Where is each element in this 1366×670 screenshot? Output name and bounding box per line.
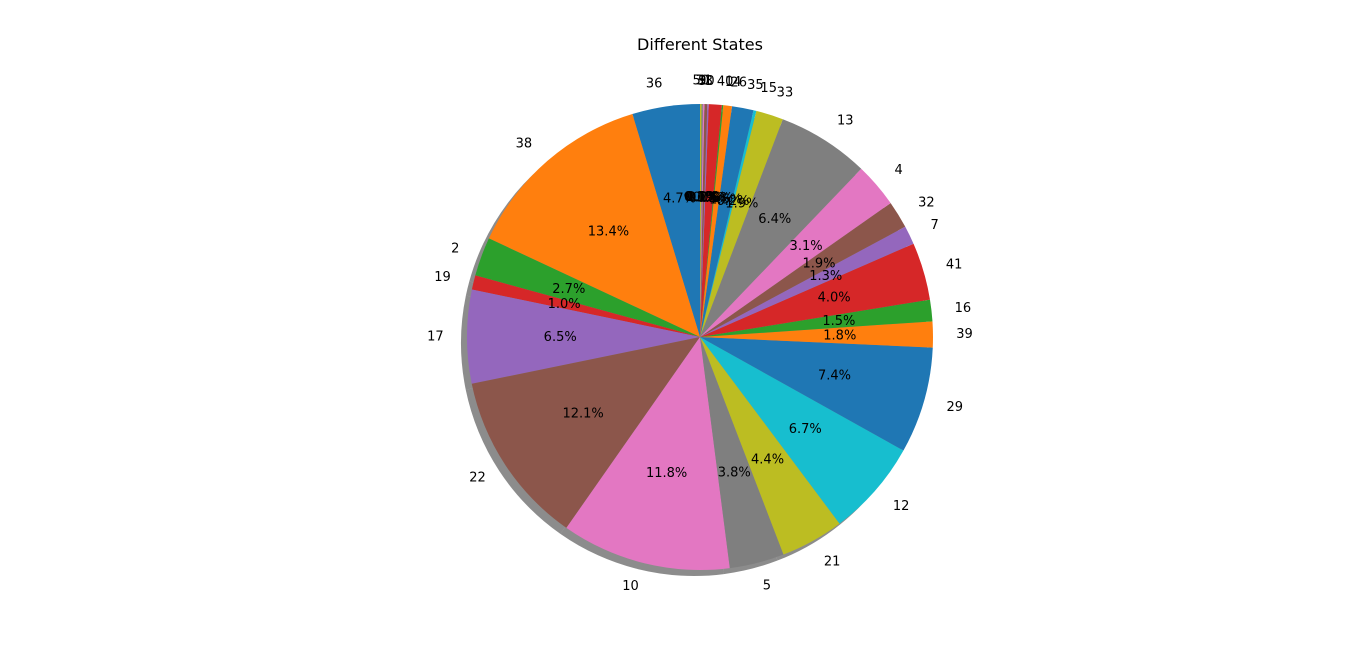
slice-label-4: 4 <box>894 163 902 178</box>
slice-percent-30: 0.2% <box>687 190 720 205</box>
pie-slice-30 <box>700 104 708 338</box>
slice-label-39: 39 <box>956 327 973 342</box>
slice-label-32: 32 <box>918 195 935 210</box>
pie-slice-2 <box>475 238 700 337</box>
pie-slice-35 <box>700 106 754 338</box>
pie-slice-40 <box>700 104 722 337</box>
slice-percent-17: 6.5% <box>544 330 577 345</box>
percent-labels: 4.7% 13.4% 2.7%1.0% 6.5% 12.1% 11.8% 3.8%4.4% 6… <box>544 190 857 481</box>
slice-percent-3: 0.1% <box>688 190 721 205</box>
pie-slice-41 <box>700 243 930 337</box>
pie-slice-38 <box>488 114 700 338</box>
pie-slice-9 <box>700 104 703 337</box>
slice-label-40: 40 <box>717 74 734 89</box>
slice-label-29: 29 <box>947 400 964 415</box>
slice-percent-50: 0.1% <box>684 190 717 205</box>
slice-label-21: 21 <box>824 554 841 569</box>
pie-slice-29 <box>700 337 933 451</box>
pie-slice-14 <box>700 105 724 337</box>
slice-percent-41: 4.0% <box>818 290 851 305</box>
slice-label-26: 26 <box>730 76 747 91</box>
slice-label-14: 14 <box>725 75 742 90</box>
slice-label-5: 5 <box>763 578 771 593</box>
pie-slice-31 <box>700 104 705 338</box>
pie-slice-3 <box>700 104 709 337</box>
pie-slice-50 <box>700 104 702 337</box>
slice-percent-7: 1.3% <box>809 269 842 284</box>
slice-label-50: 50 <box>693 74 710 89</box>
slice-percent-13: 6.4% <box>758 212 791 227</box>
pie-slice-33 <box>700 110 783 338</box>
slice-percent-38: 13.4% <box>588 224 629 239</box>
slice-percent-29: 7.4% <box>818 368 851 383</box>
slice-percent-16: 1.5% <box>822 314 855 329</box>
slice-percent-33: 1.9% <box>725 197 758 212</box>
slice-percent-4: 3.1% <box>790 239 823 254</box>
pie-slice-26 <box>700 105 733 337</box>
slice-percent-31: 0.1% <box>686 190 719 205</box>
slice-percent-32: 1.9% <box>802 257 835 272</box>
slice-percent-2: 2.7% <box>552 282 585 297</box>
slice-label-36: 36 <box>646 76 663 91</box>
slice-percent-40: 0.9% <box>693 191 726 206</box>
slice-label-19: 19 <box>434 270 451 285</box>
slice-percent-22: 12.1% <box>562 407 603 422</box>
pie-slice-16 <box>700 299 933 337</box>
pie-slices <box>466 104 934 570</box>
slice-label-15: 15 <box>760 81 777 96</box>
slice-percent-14: 0.1% <box>697 191 730 206</box>
pie-slice-32 <box>700 203 906 337</box>
slice-label-31: 31 <box>696 74 713 89</box>
slice-percent-19: 1.0% <box>548 297 581 312</box>
slice-label-17: 17 <box>427 330 444 345</box>
pie-slice-10 <box>566 337 730 570</box>
pie-slice-19 <box>471 275 700 337</box>
slice-label-33: 33 <box>777 85 794 100</box>
pie-slice-17 <box>466 289 700 384</box>
slice-percent-39: 1.8% <box>823 328 856 343</box>
slice-label-2: 2 <box>451 242 459 257</box>
pie-slice-21 <box>700 337 840 555</box>
pie-slice-12 <box>700 337 904 524</box>
pie-slice-39 <box>700 321 934 348</box>
slice-label-3: 3 <box>705 74 713 89</box>
slice-label-7: 7 <box>930 218 938 233</box>
slice-label-38: 38 <box>516 136 533 151</box>
slice-label-16: 16 <box>955 301 972 316</box>
slice-percent-36: 4.7% <box>663 192 696 207</box>
pie-slice-4 <box>700 168 891 337</box>
slice-percent-21: 4.4% <box>751 452 784 467</box>
slice-label-30: 30 <box>698 74 715 89</box>
slice-labels: 36 38 219 17 22 10 5 21 12 29 39 16 41 7 32 4 13 33153526… <box>427 74 973 594</box>
slice-label-22: 22 <box>469 471 486 486</box>
slice-percent-12: 6.7% <box>789 422 822 437</box>
pie-slice-7 <box>700 226 914 337</box>
slice-label-41: 41 <box>946 258 963 273</box>
pie-slice-15 <box>700 110 757 337</box>
pie-slice-13 <box>700 119 862 337</box>
slice-label-9: 9 <box>698 74 706 89</box>
pie-slice-36 <box>632 104 700 337</box>
slice-label-12: 12 <box>893 499 910 514</box>
slice-label-10: 10 <box>622 579 639 594</box>
slice-label-13: 13 <box>837 113 854 128</box>
pie-slice-22 <box>471 337 700 528</box>
slice-percent-10: 11.8% <box>646 466 687 481</box>
slice-percent-26: 0.6% <box>700 191 733 206</box>
slice-percent-35: 1.5% <box>709 193 742 208</box>
slice-percent-15: 0.2% <box>716 194 749 209</box>
chart-title: Different States <box>637 35 763 54</box>
slice-percent-9: 0.1% <box>685 190 718 205</box>
slice-percent-5: 3.8% <box>718 466 751 481</box>
slice-label-35: 35 <box>747 78 764 93</box>
pie-slice-5 <box>700 337 784 569</box>
